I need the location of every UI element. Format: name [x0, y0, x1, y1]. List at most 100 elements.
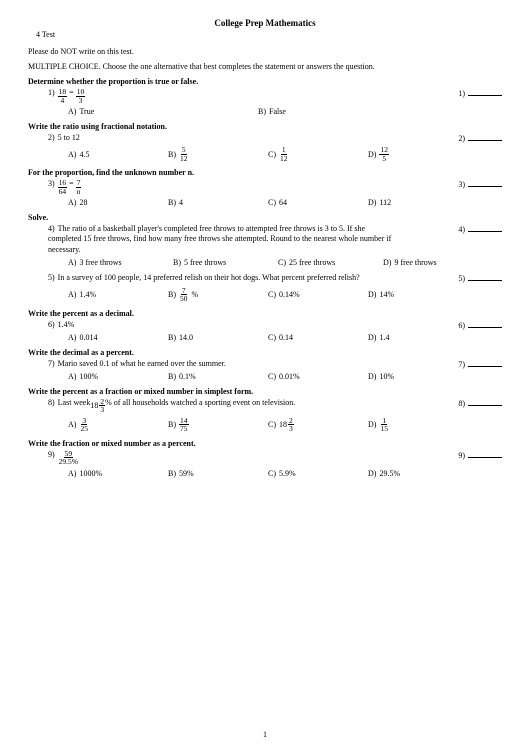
q5-answer-blank[interactable]: 5) — [458, 273, 502, 283]
q9-num: 9) — [48, 450, 55, 459]
test-label: 4 Test — [36, 30, 502, 39]
q9-opt-a: 1000% — [79, 469, 102, 478]
q6-opt-d-label[interactable]: D) — [368, 333, 376, 342]
q5-opt-d: 14% — [379, 290, 394, 299]
q9-opt-d: 29.5% — [379, 469, 400, 478]
q9-opt-b-label[interactable]: B) — [168, 469, 176, 478]
q4-opt-b-label[interactable]: B) — [173, 258, 181, 267]
q6-opt-d: 1.4 — [379, 333, 389, 342]
q6-opt-c: 0.14 — [279, 333, 293, 342]
q4-text: The ratio of a basketball player's compl… — [48, 224, 391, 254]
q5-opt-c: 0.14% — [279, 290, 300, 299]
q6-text: 1.4% — [58, 320, 75, 329]
page-title: College Prep Mathematics — [28, 18, 502, 28]
q7-opt-d-label[interactable]: D) — [368, 372, 376, 381]
q3-rhs-fraction: 7n — [76, 179, 82, 195]
q3-answer-blank[interactable]: 3) — [458, 179, 502, 189]
q3-opt-b-label[interactable]: B) — [168, 198, 176, 207]
q8-opt-a-label[interactable]: A) — [68, 420, 76, 429]
q8-post: % of all households watched a sporting e… — [105, 398, 295, 407]
q2-opt-b: 512 — [179, 146, 189, 162]
q6-opt-a: 0.014 — [79, 333, 97, 342]
q9-opt-b: 59% — [179, 469, 194, 478]
q2-opt-b-label[interactable]: B) — [168, 150, 176, 159]
q8-opt-b-label[interactable]: B) — [168, 420, 176, 429]
q4-answer-blank[interactable]: 4) — [458, 224, 502, 234]
q8-answer-blank[interactable]: 8) — [458, 398, 502, 408]
section-heading-8: Write the fraction or mixed number as a … — [28, 439, 502, 448]
q2-answer-blank[interactable]: 2) — [458, 133, 502, 143]
q5-opt-b-label[interactable]: B) — [168, 290, 176, 299]
q3-opt-a-label[interactable]: A) — [68, 198, 76, 207]
section-heading-7: Write the percent as a fraction or mixed… — [28, 387, 502, 396]
q9-answer-blank[interactable]: 9) — [458, 450, 502, 460]
q1-opt-a-label[interactable]: A) — [68, 107, 76, 116]
q1-lhs-fraction: 184 — [58, 88, 68, 104]
q8-num: 8) — [48, 398, 55, 407]
q8-opt-d-label[interactable]: D) — [368, 420, 376, 429]
q1-rhs-fraction: 103 — [76, 88, 86, 104]
q3-opt-d-label[interactable]: D) — [368, 198, 376, 207]
q2-opt-c-label[interactable]: C) — [268, 150, 276, 159]
q5-text: In a survey of 100 people, 14 preferred … — [58, 273, 360, 282]
q7-answer-blank[interactable]: 7) — [458, 359, 502, 369]
q1-answer-blank[interactable]: 1) — [458, 88, 502, 98]
q7-opt-c-label[interactable]: C) — [268, 372, 276, 381]
q3-num: 3) — [48, 179, 55, 188]
q4-opt-d-label[interactable]: D) — [383, 258, 391, 267]
q3-opt-b: 4 — [179, 198, 183, 207]
q7-text: Mario saved 0.1 of what he earned over t… — [58, 359, 226, 368]
q3-lhs-fraction: 1664 — [58, 179, 68, 195]
q1-opt-a: True — [79, 107, 94, 116]
q8-opt-c-label[interactable]: C) — [268, 420, 276, 429]
section-heading-5: Write the percent as a decimal. — [28, 309, 502, 318]
test-page: College Prep Mathematics 4 Test Please d… — [0, 0, 530, 749]
q5-opt-a-label[interactable]: A) — [68, 290, 76, 299]
q2-opt-d: 125 — [379, 146, 389, 162]
q5-opt-b-suf: % — [192, 290, 199, 299]
q2-opt-d-label[interactable]: D) — [368, 150, 376, 159]
q4-opt-a: 3 free throws — [79, 258, 121, 267]
no-write-instruction: Please do NOT write on this test. — [28, 47, 502, 56]
q3-eq: = — [69, 179, 74, 188]
q6-opt-c-label[interactable]: C) — [268, 333, 276, 342]
q5-opt-d-label[interactable]: D) — [368, 290, 376, 299]
q2-num: 2) — [48, 133, 55, 142]
q6-opt-a-label[interactable]: A) — [68, 333, 76, 342]
q4-opt-a-label[interactable]: A) — [68, 258, 76, 267]
q7-opt-b: 0.1% — [179, 372, 196, 381]
q7-opt-b-label[interactable]: B) — [168, 372, 176, 381]
q7-opt-c: 0.01% — [279, 372, 300, 381]
q6-num: 6) — [48, 320, 55, 329]
q1-opt-b-label[interactable]: B) — [258, 107, 266, 116]
q9-opt-d-label[interactable]: D) — [368, 469, 376, 478]
section-heading-4: Solve. — [28, 213, 502, 222]
q6-opt-b-label[interactable]: B) — [168, 333, 176, 342]
q6-answer-blank[interactable]: 6) — [458, 320, 502, 330]
q9-opt-c-label[interactable]: C) — [268, 469, 276, 478]
page-number: 1 — [0, 730, 530, 739]
section-heading-2: Write the ratio using fractional notatio… — [28, 122, 502, 131]
mc-instruction: MULTIPLE CHOICE. Choose the one alternat… — [28, 62, 502, 71]
q8-opt-b: 1475 — [179, 417, 189, 433]
q2-opt-c: 112 — [279, 146, 289, 162]
q4-num: 4) — [48, 224, 55, 233]
q7-opt-a-label[interactable]: A) — [68, 372, 76, 381]
q9-opt-a-label[interactable]: A) — [68, 469, 76, 478]
q9-opt-c: 5.9% — [279, 469, 296, 478]
q5-opt-a: 1.4% — [79, 290, 96, 299]
q3-opt-c: 64 — [279, 198, 287, 207]
q8-opt-c: 1823 — [279, 417, 294, 433]
q5-opt-c-label[interactable]: C) — [268, 290, 276, 299]
q6-opt-b: 14.0 — [179, 333, 193, 342]
q8-opt-a: 325 — [79, 417, 89, 433]
q8-mixed: 1823 — [90, 398, 105, 414]
q2-opt-a-label[interactable]: A) — [68, 150, 76, 159]
q4-opt-c-label[interactable]: C) — [278, 258, 286, 267]
q3-opt-d: 112 — [379, 198, 391, 207]
section-heading-1: Determine whether the proportion is true… — [28, 77, 502, 86]
q7-opt-a: 100% — [79, 372, 98, 381]
q9-fraction: 5929.5% — [58, 450, 79, 466]
q3-opt-c-label[interactable]: C) — [268, 198, 276, 207]
section-heading-6: Write the decimal as a percent. — [28, 348, 502, 357]
